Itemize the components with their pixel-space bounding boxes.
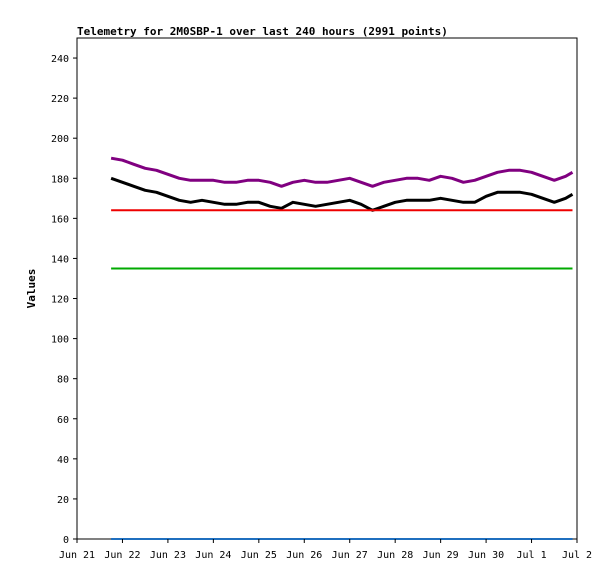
x-tick-label: Jul 1 (516, 550, 546, 561)
y-tick-label: 100 (51, 335, 69, 346)
y-tick-label: 20 (57, 495, 69, 506)
series-line-0 (110, 156, 574, 188)
y-tick-label: 40 (57, 455, 69, 466)
y-tick-label: 140 (51, 254, 69, 265)
y-tick-label: 0 (63, 535, 69, 546)
y-axis: 0 20 40 60 80 100 120 140 160 180 200 220 240 (51, 54, 77, 546)
y-tick-label: 240 (51, 54, 69, 65)
series-layer (110, 156, 574, 540)
x-tick-label: Jun 24 (195, 550, 231, 561)
y-axis-label: Values (25, 269, 38, 309)
y-tick-label: 200 (51, 134, 69, 145)
y-tick-label: 60 (57, 415, 69, 426)
chart-title: Telemetry for 2M0SBP-1 over last 240 hou… (77, 25, 448, 38)
x-tick-label: Jun 29 (423, 550, 459, 561)
x-tick-label: Jun 22 (104, 550, 140, 561)
x-tick-label: Jun 23 (150, 550, 186, 561)
x-axis: Jun 21 Jun 22 Jun 23 Jun 24 Jun 25 Jun 26 Jun … (59, 539, 592, 561)
x-tick-label: Jun 21 (59, 550, 95, 561)
x-tick-label: Jun 30 (468, 550, 504, 561)
y-tick-label: 180 (51, 174, 69, 185)
plot-frame (76, 37, 578, 540)
x-tick-label: Jul 2 (562, 550, 592, 561)
y-tick-label: 80 (57, 375, 69, 386)
x-tick-label: Jun 25 (241, 550, 277, 561)
y-tick-label: 160 (51, 214, 69, 225)
x-tick-label: Jun 27 (332, 550, 368, 561)
series-line-1 (110, 176, 574, 212)
y-tick-label: 220 (51, 94, 69, 105)
x-tick-label: Jun 26 (286, 550, 322, 561)
y-tick-label: 120 (51, 295, 69, 306)
x-tick-label: Jun 28 (377, 550, 413, 561)
